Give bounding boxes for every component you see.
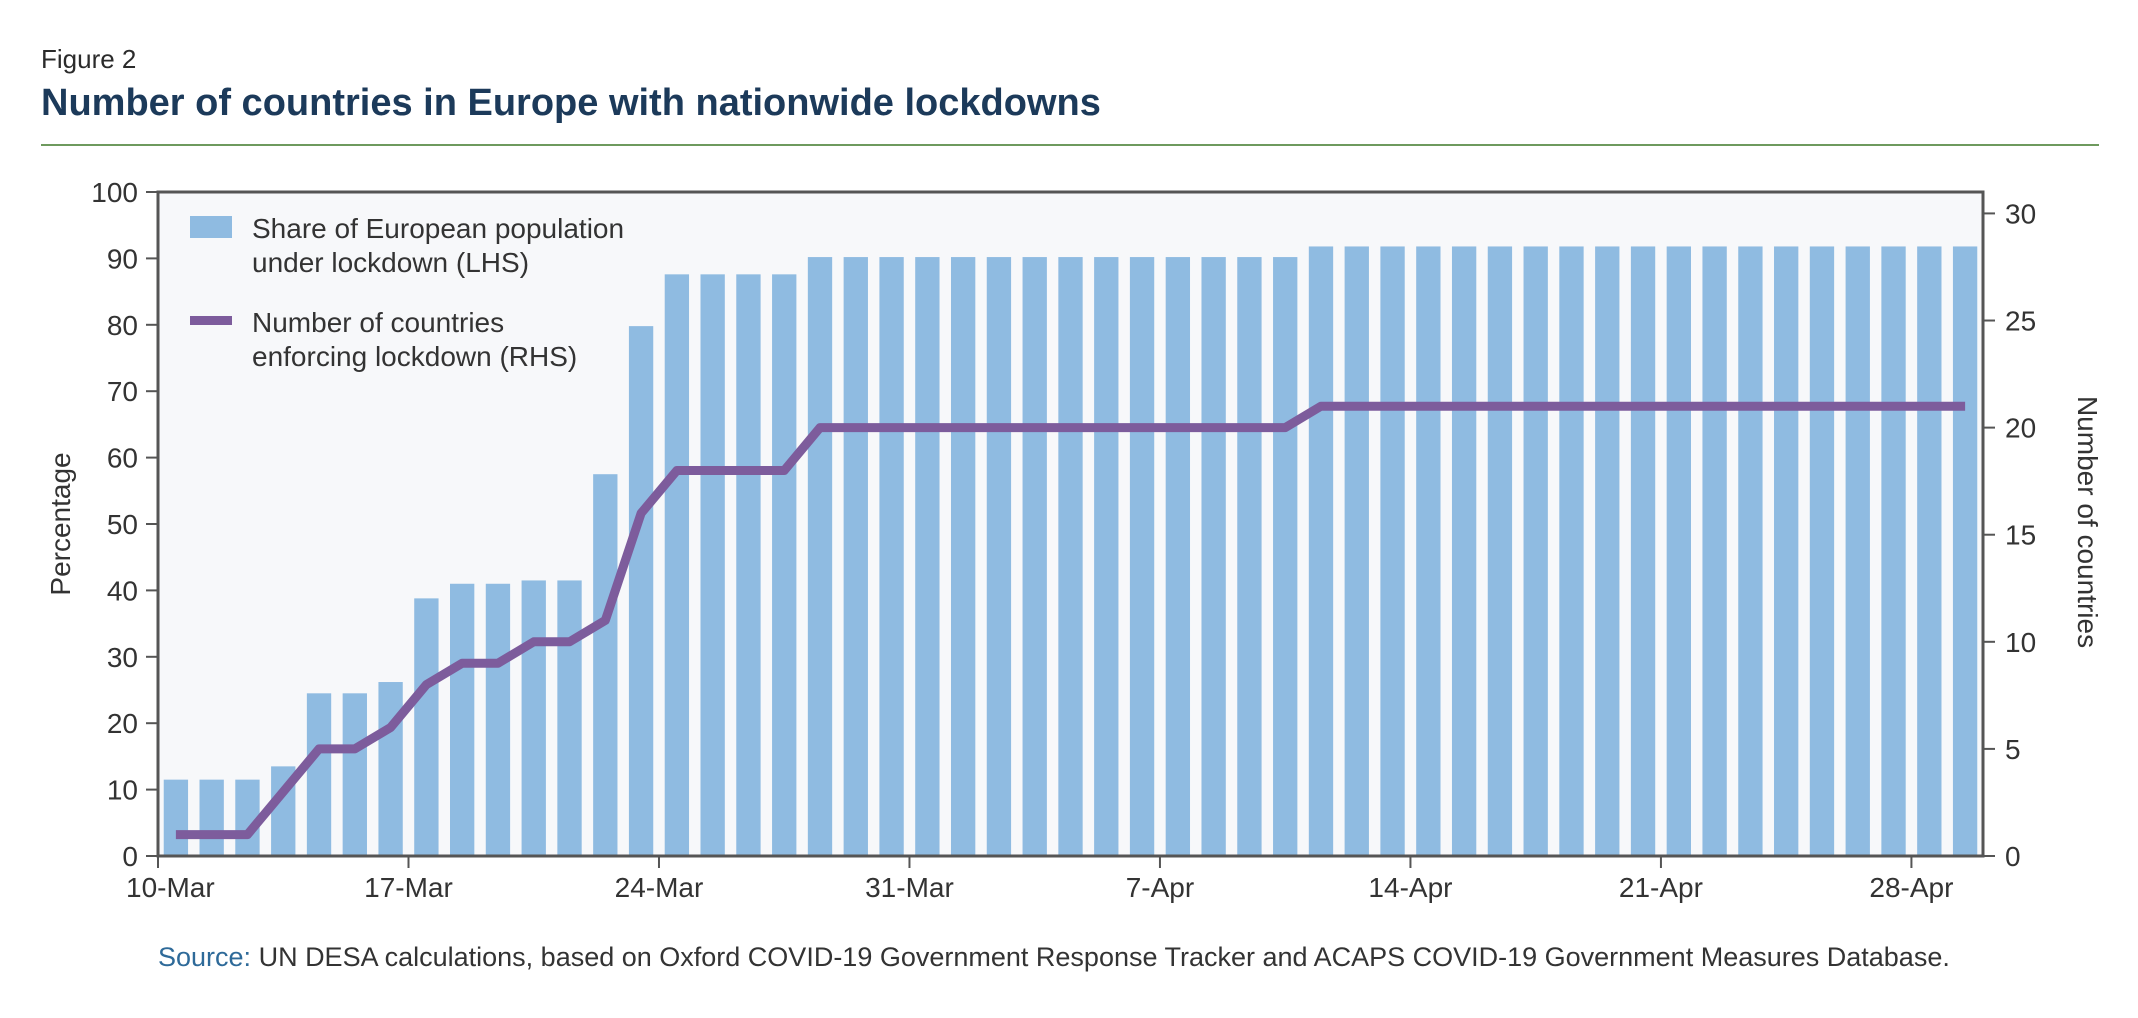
source-label: Source: [158, 942, 252, 972]
y2-axis-label: Number of countries [2072, 396, 2103, 648]
bar [414, 598, 439, 856]
y-tick-label: 0 [122, 841, 138, 872]
bar [521, 580, 546, 856]
bar [1165, 257, 1191, 856]
y2-tick-label: 30 [2005, 198, 2036, 229]
bar [1738, 246, 1763, 856]
bar [485, 583, 511, 856]
source-note: Source: UN DESA calculations, based on O… [158, 942, 1950, 973]
bar [843, 257, 868, 856]
bar [879, 257, 904, 856]
y2-tick-label: 5 [2005, 734, 2021, 765]
bar [1201, 257, 1226, 856]
countries-line [175, 401, 1966, 840]
y-tick-label: 10 [107, 775, 138, 806]
bar [235, 779, 260, 856]
bar [915, 257, 940, 856]
source-text: UN DESA calculations, based on Oxford CO… [251, 942, 1950, 972]
y-tick-label: 40 [107, 575, 138, 606]
bar [1702, 246, 1727, 856]
legend: Share of European population under lockdo… [190, 213, 624, 372]
x-tick-label: 17-Mar [364, 872, 453, 903]
y-tick-label: 80 [107, 310, 138, 341]
y2-tick-label: 15 [2005, 520, 2036, 551]
figure-label: Figure 2 [41, 44, 137, 74]
bar [1809, 246, 1835, 856]
bar [450, 583, 475, 856]
bar [807, 257, 833, 856]
bar [736, 274, 761, 857]
y-tick-label: 20 [107, 708, 138, 739]
y2-tick-label: 10 [2005, 627, 2036, 658]
legend-bar-swatch [190, 216, 232, 238]
bar [1487, 246, 1513, 856]
legend-text-line: under lockdown (LHS) [252, 247, 529, 278]
bar [1416, 246, 1441, 856]
bar [342, 693, 367, 856]
bar [1129, 257, 1155, 856]
y2-tick-label: 0 [2005, 841, 2021, 872]
bars-layer [163, 246, 1978, 857]
bar [664, 274, 690, 857]
x-tick-label: 14-Apr [1368, 872, 1452, 903]
legend-text-line: Number of countries [252, 307, 504, 338]
x-tick-label: 24-Mar [615, 872, 704, 903]
bar [628, 326, 654, 856]
legend-line-label: Number of countries enforcing lockdown (R… [252, 307, 577, 372]
bar [1344, 246, 1369, 856]
bar [1308, 246, 1334, 856]
y-tick-label: 90 [107, 243, 138, 274]
bar [950, 257, 976, 856]
bar [1094, 257, 1119, 856]
y-tick-label: 100 [91, 177, 138, 208]
bar [1022, 257, 1047, 856]
bar [1380, 246, 1405, 856]
y2-tick-label: 25 [2005, 306, 2036, 337]
x-tick-label: 28-Apr [1869, 872, 1953, 903]
x-tick-label: 7-Apr [1126, 872, 1194, 903]
bar [700, 274, 725, 857]
bar [306, 693, 332, 856]
x-tick-label: 31-Mar [865, 872, 954, 903]
axes-layer: 0 10 20 30 40 50 60 70 80 90 100 0 5 10 15 20 25 30 10-Mar… [91, 177, 2036, 903]
y-tick-label: 50 [107, 509, 138, 540]
bar [1630, 246, 1656, 856]
bar [1523, 246, 1548, 856]
title-divider [41, 144, 2099, 146]
bar [772, 274, 797, 857]
bar [1666, 246, 1691, 856]
x-tick-label: 21-Apr [1619, 872, 1703, 903]
legend-line-swatch [190, 316, 232, 325]
bar [1237, 257, 1262, 856]
bar [557, 580, 582, 856]
bar [593, 474, 618, 856]
bar [163, 779, 189, 856]
x-tick-label: 10-Mar [126, 872, 215, 903]
bar [1451, 246, 1477, 856]
bar [1845, 246, 1870, 856]
y-tick-label: 30 [107, 642, 138, 673]
y2-tick-label: 20 [2005, 413, 2036, 444]
legend-text-line: Share of European population [252, 213, 624, 244]
y-tick-label: 60 [107, 443, 138, 474]
legend-bar-label: Share of European population under lockdo… [252, 213, 624, 278]
bar [378, 682, 403, 856]
bar [1273, 257, 1298, 856]
bar [199, 779, 224, 856]
y-axis-label: Percentage [45, 452, 76, 595]
bar [1595, 246, 1620, 856]
figure-title: Number of countries in Europe with natio… [41, 82, 1101, 124]
bar [1058, 257, 1083, 856]
bar [1881, 246, 1906, 856]
bar [1917, 246, 1942, 856]
bar [986, 257, 1012, 856]
bar [1559, 246, 1584, 856]
bar [1952, 246, 1978, 856]
legend-text-line: enforcing lockdown (RHS) [252, 341, 577, 372]
bar [1774, 246, 1799, 856]
y-tick-label: 70 [107, 376, 138, 407]
